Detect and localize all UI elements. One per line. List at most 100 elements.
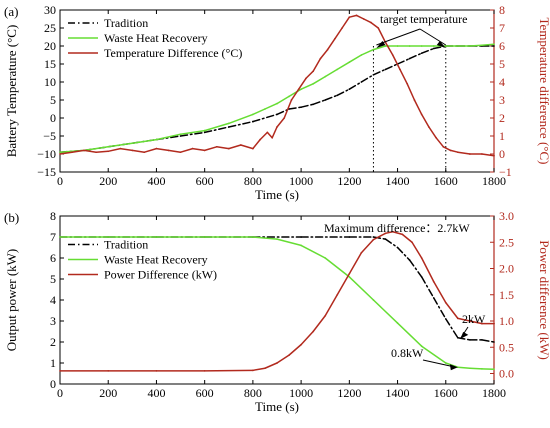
data-point — [481, 368, 483, 370]
y2-tick-label: 3.0 — [499, 209, 514, 223]
data-point — [300, 106, 302, 108]
data-point — [396, 322, 399, 324]
x-tick-label: 0 — [57, 174, 63, 188]
arrow-head — [460, 331, 469, 339]
y-tick-label: −5 — [43, 129, 56, 143]
series-segment — [215, 146, 230, 150]
series-segment — [372, 45, 387, 51]
x-tick-label: 200 — [99, 386, 117, 400]
data-point — [348, 88, 351, 90]
y-tick-label: 10 — [44, 75, 56, 89]
series-segment — [413, 99, 423, 116]
data-point — [408, 259, 411, 261]
data-point — [428, 126, 430, 128]
data-point — [288, 95, 290, 98]
series-segment — [420, 276, 435, 299]
data-point — [276, 238, 278, 240]
x-tick-label: 0 — [57, 386, 63, 400]
data-point — [457, 151, 459, 153]
data-point — [155, 236, 158, 238]
x-tick-label: 1800 — [482, 386, 506, 400]
series-segment — [481, 339, 495, 343]
y2-tick-label: 8 — [499, 3, 505, 17]
data-point — [348, 16, 351, 19]
series-segment — [384, 238, 399, 249]
series-segment — [348, 81, 363, 90]
series-segment — [319, 48, 329, 60]
data-point — [384, 238, 387, 240]
series-0 — [59, 45, 495, 153]
x-tick-label: 1800 — [482, 174, 506, 188]
series-segment — [396, 57, 411, 65]
series-segment — [228, 144, 242, 150]
series-segment — [264, 102, 278, 110]
series-segment — [300, 330, 314, 346]
series-segment — [324, 94, 339, 101]
series-segment — [297, 77, 307, 90]
panel-a: 0 200 400 600 800 1000 1200 1400 1600 1800−15−10−… — [4, 3, 550, 202]
data-point — [300, 88, 302, 90]
annotation-arrow — [419, 28, 447, 46]
series-segment — [445, 318, 459, 339]
data-point — [420, 276, 423, 278]
legend-label: Tradition — [104, 16, 148, 30]
series-segment — [312, 315, 326, 333]
data-point — [95, 151, 97, 153]
y2-tick-label: 0.0 — [499, 367, 514, 381]
series-segment — [155, 147, 170, 152]
series-segment — [305, 70, 314, 80]
y2-tick-label: 3 — [499, 93, 505, 107]
series-segment — [420, 47, 435, 54]
series-segment — [326, 38, 336, 51]
series-segment — [411, 241, 423, 259]
data-point — [324, 314, 327, 317]
data-point — [420, 113, 423, 116]
y-tick-label: 3 — [50, 314, 56, 328]
legend-label: Waste Heat Recovery — [104, 31, 208, 45]
data-point — [300, 343, 302, 346]
y-tick-label: 7 — [50, 230, 56, 244]
series-segment — [131, 138, 158, 144]
data-point — [312, 83, 314, 85]
data-point — [457, 317, 459, 320]
data-point — [372, 299, 375, 301]
data-point — [435, 137, 437, 139]
series-segment — [312, 57, 322, 72]
data-point — [469, 153, 471, 155]
series-segment — [276, 117, 285, 128]
series-segment — [384, 63, 399, 71]
arrow-head — [449, 364, 458, 371]
data-point — [264, 367, 266, 370]
series-segment — [288, 343, 302, 356]
series-segment — [228, 120, 254, 128]
series-segment — [391, 54, 401, 71]
y-tick-label: 30 — [44, 3, 56, 17]
data-point — [348, 61, 351, 63]
series-segment — [203, 122, 230, 132]
series-segment — [324, 68, 339, 78]
data-point — [396, 246, 399, 249]
data-point — [300, 236, 302, 238]
data-point — [336, 94, 339, 97]
series-segment — [179, 131, 206, 137]
series-segment — [290, 88, 300, 101]
x-tick-label: 1200 — [337, 174, 361, 188]
data-point — [493, 368, 495, 371]
data-point — [276, 102, 278, 105]
data-point — [411, 241, 413, 244]
series-segment — [59, 151, 73, 155]
data-point — [324, 257, 327, 259]
series-segment — [276, 238, 302, 247]
data-point — [264, 108, 266, 110]
series-segment — [420, 257, 435, 283]
data-point — [107, 146, 110, 148]
series-segment — [396, 246, 411, 261]
data-point — [288, 354, 290, 356]
data-point — [372, 48, 375, 51]
data-point — [372, 74, 375, 76]
series-segment — [399, 68, 408, 85]
series-1 — [59, 43, 495, 153]
data-point — [469, 320, 471, 322]
data-point — [266, 131, 269, 134]
